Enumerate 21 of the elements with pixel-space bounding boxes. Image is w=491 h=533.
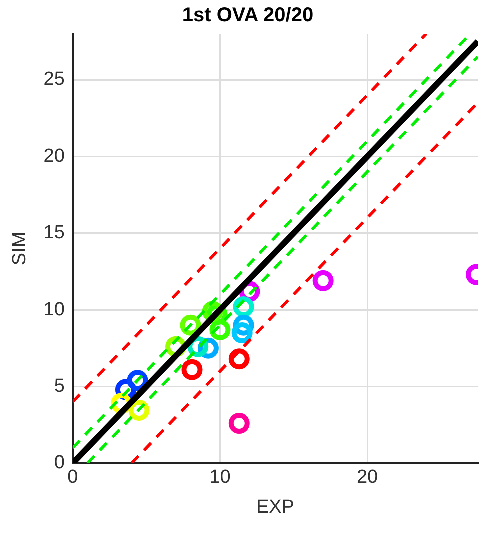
point xyxy=(210,319,231,340)
y-tick-label: 0 xyxy=(54,452,65,474)
chart-title: 1st OVA 20/20 xyxy=(182,4,314,27)
y-tick-label: 5 xyxy=(54,376,65,397)
point xyxy=(127,370,148,392)
y-tick-label: 10 xyxy=(44,299,65,320)
point xyxy=(312,270,334,292)
x-axis-title: EXP xyxy=(256,496,294,518)
x-tick-label: 0 xyxy=(68,467,78,488)
y-tick-label: 15 xyxy=(44,222,65,244)
point xyxy=(233,296,254,318)
x-tick-label: 10 xyxy=(210,467,231,488)
y-tick-label: 25 xyxy=(44,69,65,90)
point xyxy=(128,400,150,421)
y-axis-title: SIM xyxy=(10,232,31,266)
point xyxy=(182,359,203,380)
point xyxy=(232,322,253,344)
point xyxy=(228,413,250,434)
point xyxy=(228,348,250,370)
y-tick-label: 20 xyxy=(44,146,65,167)
x-tick-label: 20 xyxy=(356,467,378,488)
